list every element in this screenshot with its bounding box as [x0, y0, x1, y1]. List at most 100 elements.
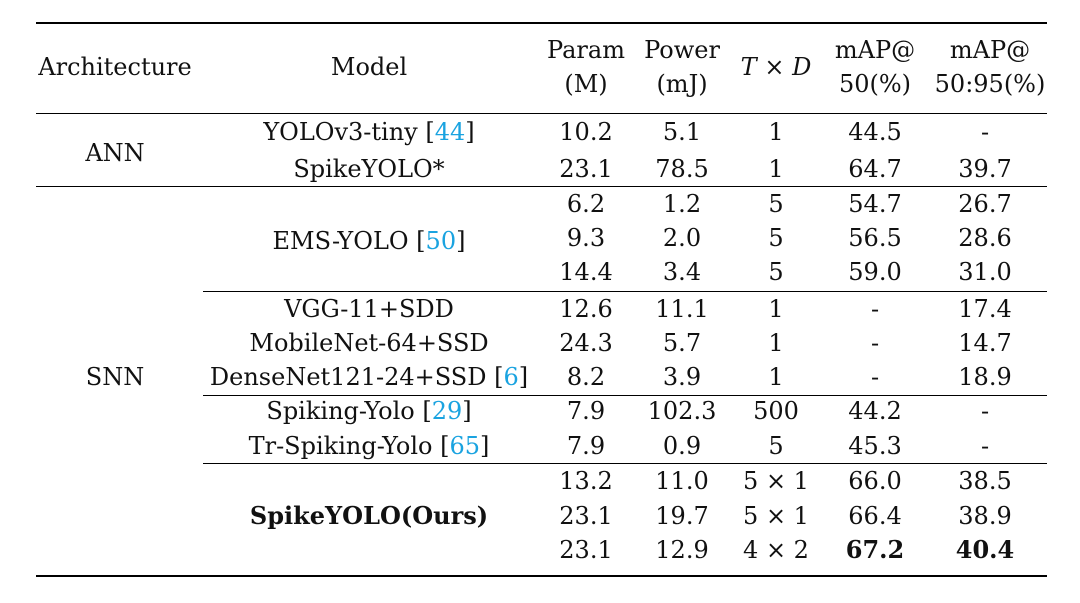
model-label: YOLOv3-tiny [ [263, 118, 435, 146]
power-cell: 5.1 [662, 118, 702, 146]
header-map5095-top: mAP@ [949, 36, 1031, 64]
header-architecture: Architecture [38, 53, 192, 81]
map5095-cell: 26.7 [958, 190, 1012, 218]
map5095-cell: 18.9 [958, 363, 1012, 391]
bottom-rule [36, 575, 1047, 577]
txd-cell: 5 [768, 190, 784, 218]
power-cell: 11.1 [655, 295, 709, 323]
header-t: T [740, 53, 757, 81]
map5095-cell: 38.5 [958, 467, 1012, 495]
param-cell: 8.2 [566, 363, 606, 391]
ems-rule [203, 291, 1047, 292]
param-cell: 9.3 [566, 224, 606, 252]
power-cell: 102.3 [647, 397, 717, 425]
map50-cell: 66.0 [848, 467, 902, 495]
header-power-bottom: (mJ) [656, 70, 708, 98]
header-rule [36, 113, 1047, 114]
txd-cell: 1 [768, 155, 784, 183]
model-label: SpikeYOLO* [293, 155, 445, 183]
txd-cell: 1 [768, 118, 784, 146]
model-label: MobileNet-64+SSD [249, 329, 489, 357]
map50-cell: 44.2 [848, 397, 902, 425]
power-cell: 5.7 [662, 329, 702, 357]
power-cell: 78.5 [655, 155, 709, 183]
power-cell: 19.7 [655, 502, 709, 530]
bracket-close: ] [462, 397, 472, 425]
param-cell: 23.1 [559, 155, 613, 183]
bracket-close: ] [518, 363, 529, 391]
param-cell: 10.2 [559, 118, 613, 146]
map50-cell: - [870, 295, 880, 323]
header-map5095-bottom: 50:95(%) [934, 70, 1046, 98]
model-name: EMS-YOLO [50] [273, 227, 466, 255]
model-label: DenseNet121-24+SSD [ [209, 363, 504, 391]
header-param-bottom: (M) [564, 70, 608, 98]
model-name: Spiking-Yolo [29] [266, 397, 471, 425]
map50-cell: 54.7 [848, 190, 902, 218]
map5095-cell: 28.6 [958, 224, 1012, 252]
model-name: MobileNet-64+SSD [249, 329, 488, 357]
citation-link[interactable]: 44 [434, 118, 466, 146]
bracket-close: ] [465, 118, 475, 146]
param-cell: 7.9 [566, 397, 606, 425]
model-label: EMS-YOLO [ [272, 227, 426, 255]
power-cell: 3.4 [662, 258, 702, 286]
model-name: Tr-Spiking-Yolo [65] [249, 432, 490, 460]
model-label: VGG-11+SDD [284, 295, 454, 323]
bracket-close: ] [456, 227, 466, 255]
txd-cell: 5 × 1 [743, 502, 809, 530]
model-label: Tr-Spiking-Yolo [ [248, 432, 450, 460]
header-t-times-d: T × D [741, 53, 812, 81]
map5095-cell: 14.7 [958, 329, 1012, 357]
arch-ann: ANN [85, 139, 145, 167]
ann-snn-rule [36, 186, 1047, 187]
citation-link[interactable]: 6 [503, 363, 519, 391]
txd-cell: 5 [768, 258, 784, 286]
model-label: SpikeYOLO(Ours) [249, 501, 489, 530]
power-cell: 3.9 [662, 363, 702, 391]
param-cell: 24.3 [559, 329, 613, 357]
txd-cell: 5 [768, 224, 784, 252]
power-cell: 2.0 [662, 224, 702, 252]
txd-cell: 4 × 2 [743, 536, 809, 564]
header-times: × [764, 53, 785, 81]
power-cell: 11.0 [655, 467, 709, 495]
model-name: VGG-11+SDD [284, 295, 454, 323]
model-label: Spiking-Yolo [ [266, 397, 432, 425]
model-name: YOLOv3-tiny [44] [263, 118, 474, 146]
header-power-top: Power [644, 36, 720, 64]
param-cell: 14.4 [559, 258, 613, 286]
map50-cell: - [870, 363, 880, 391]
densenet-rule [203, 395, 1047, 396]
map50-cell: 66.4 [848, 502, 902, 530]
map50-cell: 56.5 [848, 224, 902, 252]
citation-link[interactable]: 50 [425, 227, 457, 255]
param-cell: 23.1 [559, 502, 613, 530]
map5095-cell: 31.0 [958, 258, 1012, 286]
power-cell: 1.2 [662, 190, 702, 218]
header-map50-bottom: 50(%) [838, 70, 912, 98]
map50-cell: 59.0 [848, 258, 902, 286]
map50-cell: 44.5 [848, 118, 902, 146]
param-cell: 6.2 [566, 190, 606, 218]
txd-cell: 5 [768, 432, 784, 460]
trspiking-rule [203, 463, 1047, 464]
map5095-cell: 39.7 [958, 155, 1012, 183]
txd-cell: 500 [753, 397, 799, 425]
citation-link[interactable]: 29 [431, 397, 463, 425]
model-name: DenseNet121-24+SSD [6] [210, 363, 528, 391]
map5095-cell: 17.4 [958, 295, 1012, 323]
txd-cell: 1 [768, 363, 784, 391]
top-rule [36, 22, 1047, 24]
txd-cell: 1 [768, 329, 784, 357]
map5095-cell: - [980, 432, 990, 460]
param-cell: 23.1 [559, 536, 613, 564]
header-d: D [792, 53, 812, 81]
model-name: SpikeYOLO* [293, 155, 444, 183]
txd-cell: 5 × 1 [743, 467, 809, 495]
param-cell: 7.9 [566, 432, 606, 460]
citation-link[interactable]: 65 [449, 432, 481, 460]
param-cell: 12.6 [559, 295, 613, 323]
bracket-close: ] [480, 432, 490, 460]
map5095-cell: 38.9 [958, 502, 1012, 530]
